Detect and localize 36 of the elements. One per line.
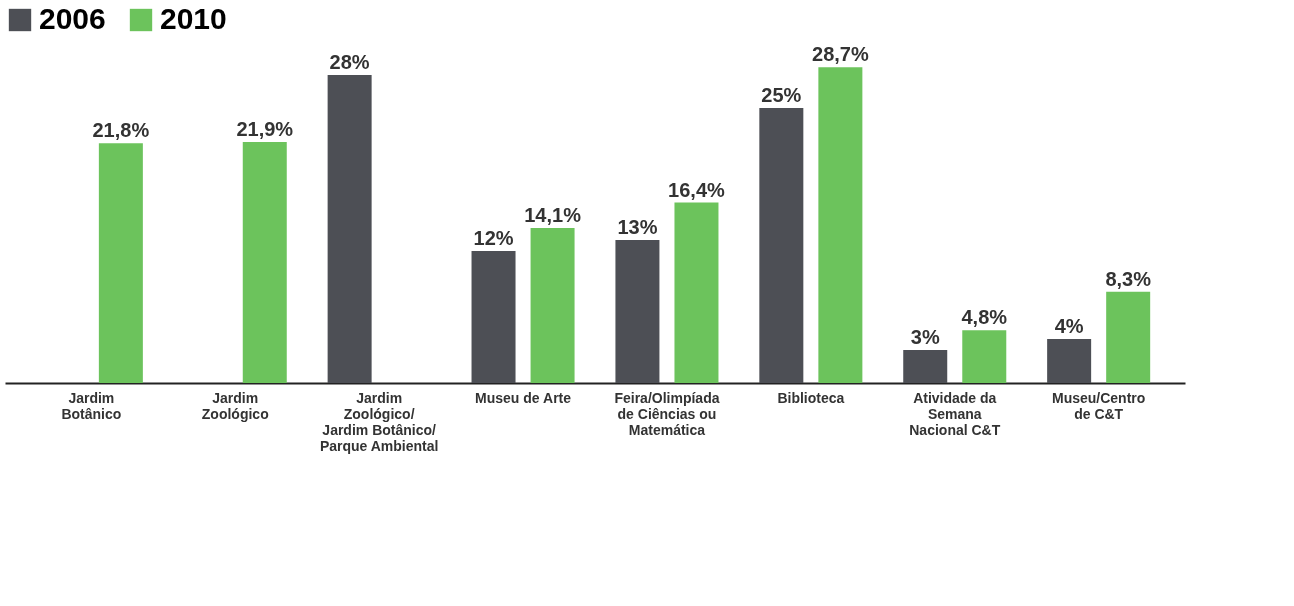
x-tick-label: Jardim Zoológico/ Jardim Botânico/ Parque Ambiental — [319, 389, 439, 454]
x-tick-label: Museu de Arte — [475, 389, 572, 406]
bar — [818, 67, 863, 383]
bar — [471, 251, 516, 383]
legend-label: 2006 — [39, 2, 106, 35]
x-tick-label: Museu/Centro de C&T — [1051, 389, 1146, 422]
legend-label: 2010 — [160, 2, 227, 35]
data-label: 8,3% — [1105, 267, 1152, 290]
bar — [1106, 291, 1151, 383]
bar — [327, 75, 372, 383]
data-label: 28% — [329, 51, 370, 73]
x-tick-label: Feira/Olimpíada de Ciências ou Matemática — [614, 389, 720, 438]
bar — [530, 227, 575, 383]
x-tick-label: Jardim Zoológico — [201, 389, 269, 422]
bar — [615, 240, 660, 383]
data-label: 3% — [910, 326, 940, 348]
x-tick-label: Jardim Botânico — [61, 389, 122, 422]
bar — [1047, 339, 1092, 383]
data-label: 25% — [761, 84, 802, 106]
bar — [242, 142, 287, 383]
data-label: 4% — [1054, 315, 1084, 337]
bar — [674, 202, 719, 383]
data-label: 21,8% — [92, 119, 150, 142]
bar — [962, 330, 1007, 383]
bar — [98, 143, 143, 383]
bar — [903, 350, 948, 383]
data-label: 12% — [473, 227, 514, 249]
data-label: 14,1% — [524, 203, 582, 226]
data-label: 4,8% — [961, 306, 1008, 329]
bar — [759, 108, 804, 383]
x-tick-label: Atividade da Semana Nacional C&T — [909, 389, 1001, 438]
data-label: 16,4% — [668, 178, 726, 201]
x-tick-label: Biblioteca — [777, 389, 845, 406]
data-label: 21,9% — [236, 118, 294, 141]
data-label: 28,7% — [812, 43, 869, 66]
data-label: 13% — [617, 216, 658, 238]
